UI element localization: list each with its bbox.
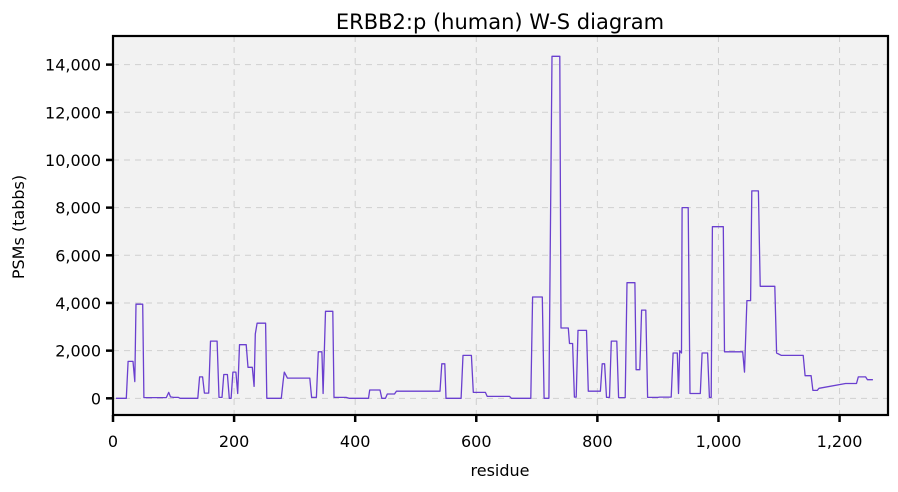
x-tick-label: 200 <box>219 432 250 451</box>
y-tick-label: 14,000 <box>45 56 101 75</box>
y-axis-label: PSMs (tabbs) <box>9 175 28 279</box>
y-tick-label: 8,000 <box>55 199 101 218</box>
y-tick-label: 6,000 <box>55 246 101 265</box>
plot-frame <box>111 34 890 417</box>
y-axis-ticks: 0 2,000 4,000 6,000 8,000 10,000 12,000 14,000 <box>45 56 113 408</box>
series-line-psms <box>116 55 873 399</box>
y-tick-label: 4,000 <box>55 294 101 313</box>
x-tick-label: 0 <box>108 432 118 451</box>
x-tick-label: 400 <box>340 432 371 451</box>
x-axis-ticks: 0 200 400 600 800 1,000 1,200 <box>108 415 863 451</box>
grid-lines <box>112 36 888 415</box>
plot-background <box>113 36 888 415</box>
y-tick-label: 2,000 <box>55 342 101 361</box>
x-axis-label: residue <box>471 461 530 480</box>
chart-title: ERBB2:p (human) W-S diagram <box>336 10 664 34</box>
x-tick-label: 1,000 <box>696 432 742 451</box>
y-tick-label: 12,000 <box>45 103 101 122</box>
x-tick-label: 600 <box>461 432 492 451</box>
x-tick-label: 1,200 <box>817 432 863 451</box>
x-tick-label: 800 <box>582 432 613 451</box>
y-tick-label: 10,000 <box>45 151 101 170</box>
y-tick-label: 0 <box>91 389 101 408</box>
